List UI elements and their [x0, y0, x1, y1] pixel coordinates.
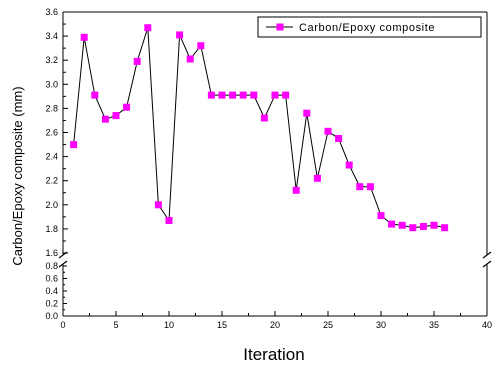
y-tick-label: 2.4 — [45, 152, 58, 162]
y-axis-title: Carbon/Epoxy composite (mm) — [10, 86, 25, 265]
x-axis-title: Iteration — [243, 345, 304, 364]
y-tick-label: 1.6 — [45, 248, 58, 258]
legend-marker — [276, 23, 284, 31]
x-tick-label: 30 — [376, 320, 386, 330]
data-point — [123, 103, 131, 111]
data-point — [356, 183, 364, 191]
data-point — [186, 55, 194, 63]
data-point — [101, 115, 109, 123]
data-point — [218, 91, 226, 99]
legend-box — [257, 16, 482, 38]
data-point — [112, 112, 120, 120]
y-tick-label: 0.6 — [45, 274, 58, 284]
x-tick-label: 20 — [270, 320, 280, 330]
y-tick-label: 0.4 — [45, 286, 58, 296]
data-point — [154, 201, 162, 209]
data-point — [430, 221, 438, 229]
data-point — [91, 91, 99, 99]
axis-break-mark — [482, 260, 492, 268]
data-point — [80, 33, 88, 41]
y-tick-label: 2.2 — [45, 176, 58, 186]
axis-break-mark — [482, 251, 492, 259]
data-point — [398, 221, 406, 229]
data-point — [250, 91, 258, 99]
data-point — [176, 31, 184, 39]
data-point — [335, 135, 343, 142]
y-tick-label: 1.8 — [45, 224, 58, 234]
data-point — [366, 183, 374, 191]
data-point — [324, 127, 332, 135]
y-tick-label: 3.6 — [45, 7, 58, 17]
x-tick-label: 10 — [164, 320, 174, 330]
data-point — [207, 91, 215, 99]
data-point — [419, 223, 427, 230]
data-point — [70, 141, 78, 149]
axis-break-mark — [58, 260, 68, 268]
x-tick-label: 15 — [217, 320, 227, 330]
y-tick-label: 0.2 — [45, 299, 58, 309]
x-tick-label: 5 — [113, 320, 118, 330]
series-layer — [70, 24, 449, 232]
y-tick-label: 2.8 — [45, 103, 58, 113]
data-point — [239, 91, 247, 99]
axis-ticks: 0 5 10 15 20 25 30 35 40 1.6 1.8 2.0 2.2 2.4 2.6 2.8 3.0… — [45, 7, 492, 330]
legend-label: Carbon/Epoxy composite — [299, 22, 435, 34]
data-point — [377, 212, 385, 220]
x-tick-label: 0 — [60, 320, 65, 330]
y-tick-label: 3.2 — [45, 55, 58, 65]
data-point — [303, 109, 311, 117]
data-point — [313, 174, 321, 182]
data-point — [441, 224, 449, 232]
data-point — [144, 24, 152, 32]
plot-area — [58, 11, 492, 317]
y-tick-label: 3.4 — [45, 31, 58, 41]
series-line — [73, 27, 445, 229]
data-point — [165, 217, 173, 224]
x-tick-label: 40 — [482, 320, 492, 330]
y-tick-label: 0.8 — [45, 261, 58, 271]
y-tick-label: 2.0 — [45, 200, 58, 210]
x-tick-label: 35 — [429, 320, 439, 330]
data-point — [271, 91, 279, 99]
data-point — [229, 91, 237, 99]
legend: Carbon/Epoxy composite — [257, 16, 482, 38]
data-point — [260, 114, 268, 122]
data-point — [388, 220, 396, 228]
y-tick-label: 3.0 — [45, 79, 58, 89]
data-point — [282, 91, 290, 99]
x-tick-label: 25 — [323, 320, 333, 330]
data-point — [409, 224, 417, 232]
data-point — [345, 161, 353, 169]
data-point — [133, 57, 141, 65]
data-point — [197, 42, 205, 50]
data-point — [292, 186, 300, 194]
y-tick-label: 0.0 — [45, 311, 58, 321]
y-tick-label: 2.6 — [45, 128, 58, 138]
